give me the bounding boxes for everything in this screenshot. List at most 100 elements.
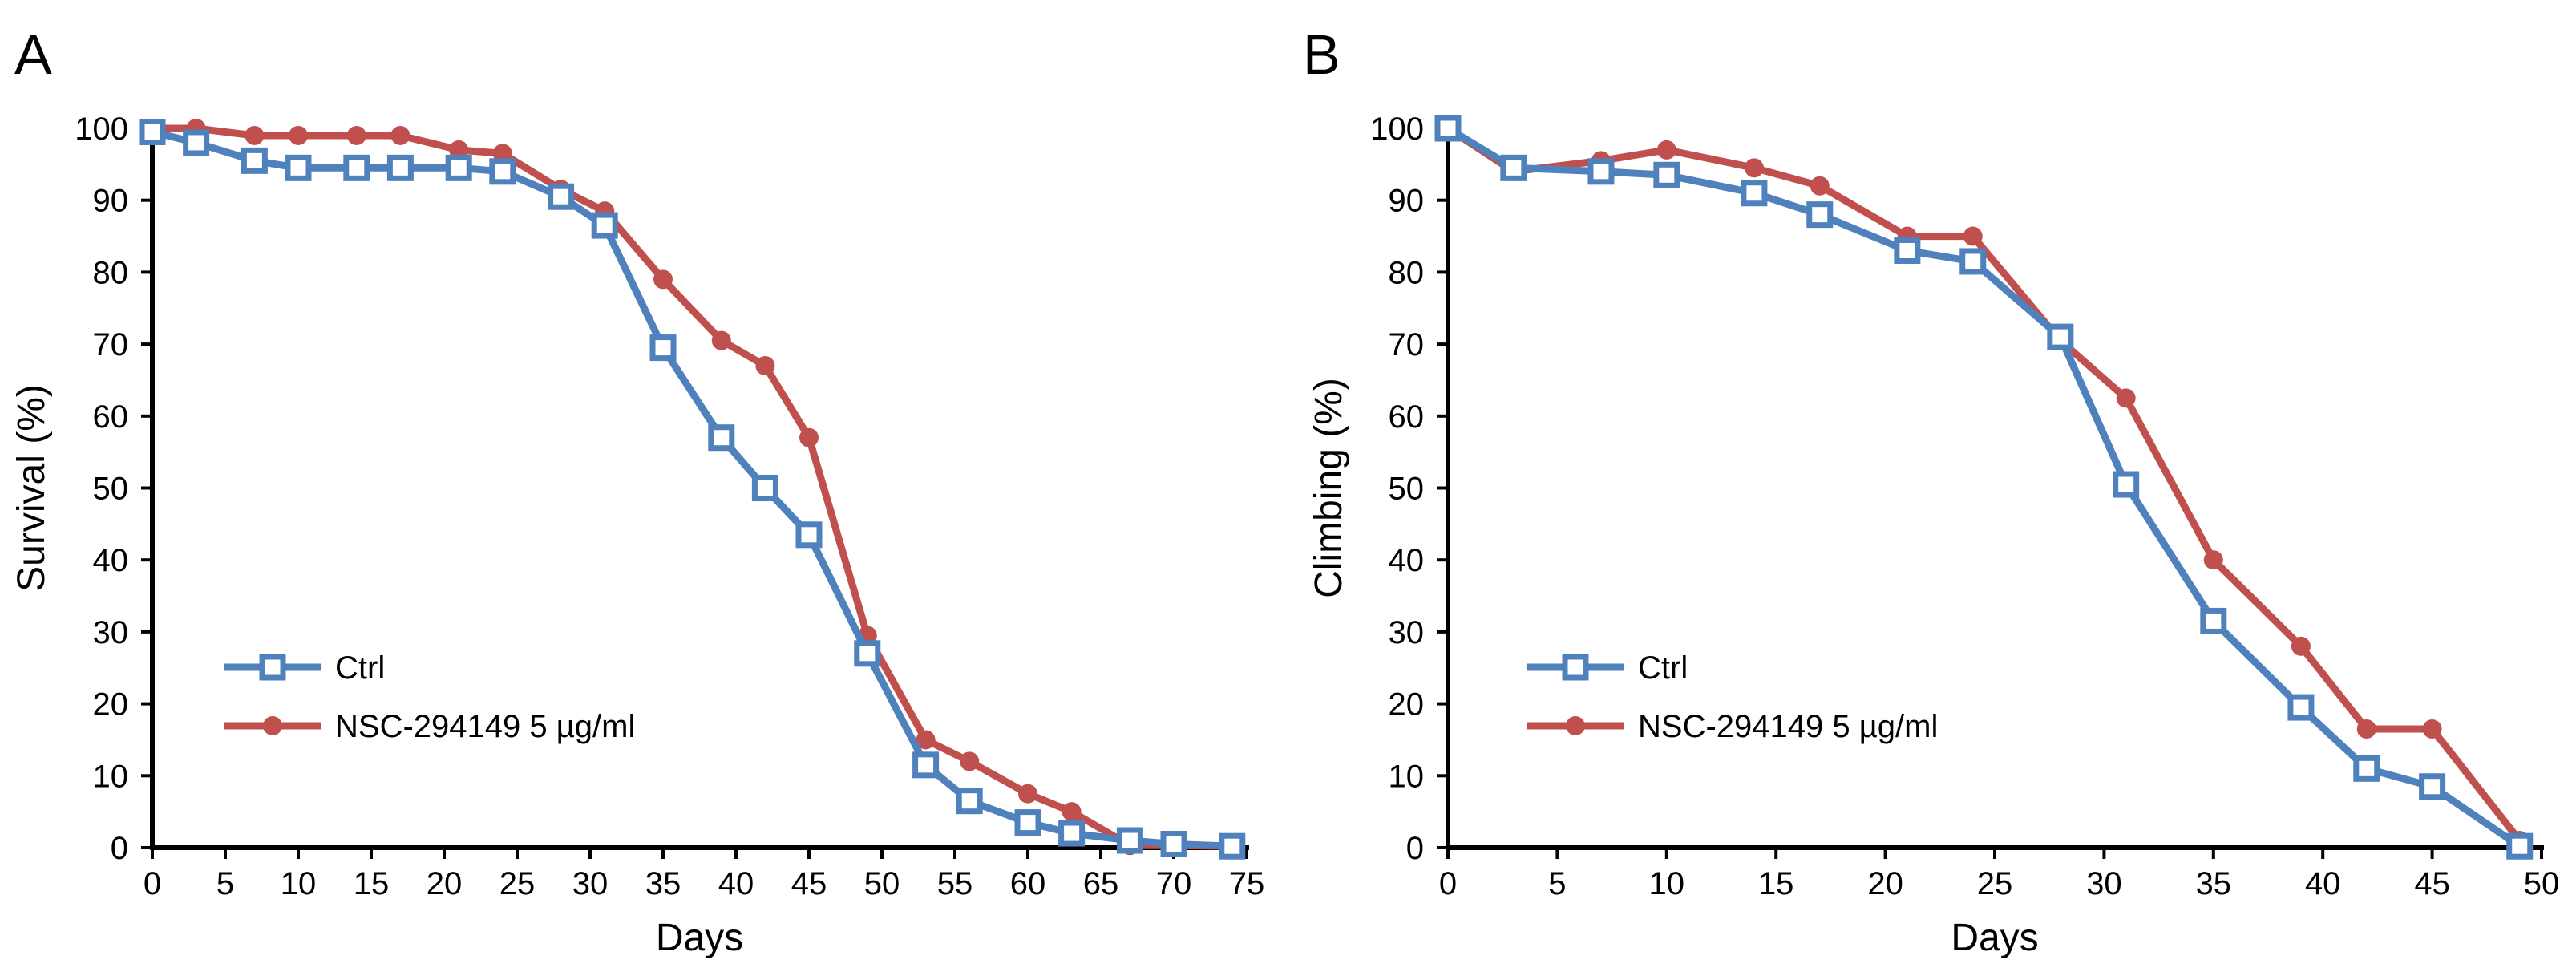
panel-b-nsc-point — [2356, 719, 2376, 739]
panel-b-ctrl-point — [2287, 694, 2315, 721]
panel-b-ctrl-point — [2113, 471, 2140, 498]
panel-b-x-tick-label: 45 — [2414, 866, 2450, 901]
panel-a-x-tick-label: 25 — [499, 866, 536, 901]
panel-b-x-tick-label: 5 — [1548, 866, 1566, 901]
panel-b-y-tick-label: 100 — [1370, 111, 1424, 147]
panel-a-nsc-point — [390, 125, 410, 145]
panel-a-x-tick-label: 70 — [1156, 866, 1192, 901]
panel-a-nsc-point — [346, 125, 366, 145]
panel-letter-a: A — [14, 23, 52, 86]
panel-a-series-line-ctrl — [151, 128, 1232, 850]
panel-b-x-tick-label: 10 — [1649, 866, 1685, 901]
panel-b-ctrl-point — [1741, 180, 1768, 207]
panel-a-x-axis-title: Days — [656, 917, 743, 959]
panel-b-x-tick-label: 0 — [1439, 866, 1457, 901]
panel-a-y-tick-label: 60 — [93, 399, 129, 435]
panel-a-y-tick-label: 30 — [93, 615, 129, 650]
panel-b-y-tick-label: 70 — [1389, 327, 1425, 362]
panel-a-legend-marker-nsc — [263, 716, 282, 735]
panel-a-ctrl-point — [386, 154, 414, 181]
panel-a-nsc-point — [755, 356, 775, 376]
panel-a-legend-label-nsc: NSC-294149 5 µg/ml — [335, 709, 635, 744]
panel-a-y-tick-label: 80 — [93, 255, 129, 290]
panel-a-ctrl-point — [751, 475, 778, 501]
panel-a-ctrl-point — [139, 118, 166, 145]
panel-b-x-tick-label: 20 — [1867, 866, 1903, 901]
panel-a-x-tick-label: 5 — [216, 866, 234, 901]
panel-b-nsc-point — [2116, 388, 2136, 408]
panel-a-x-tick-label: 60 — [1010, 866, 1046, 901]
panel-b-legend-marker-nsc — [1566, 716, 1585, 735]
panel-a-nsc-point — [916, 730, 936, 750]
panel-a-ctrl-point — [591, 212, 618, 239]
panel-b-x-tick-label: 40 — [2305, 866, 2341, 901]
panel-a-x-tick-label: 55 — [937, 866, 973, 901]
panel-b-legend-marker-ctrl — [1562, 654, 1589, 681]
climbing-chart: 0 10 20 30 40 50 60 70 80 90 100 0 5 10 15 20 25 30 35 40 45… — [1308, 111, 2559, 959]
panel-a-nsc-point — [245, 125, 265, 145]
panel-b-nsc-point — [1810, 176, 1830, 196]
panel-a-nsc-point — [289, 125, 308, 145]
panel-a-ctrl-point — [912, 751, 940, 779]
panel-a-ctrl-point — [241, 147, 268, 174]
panel-b-x-axis-title: Days — [1951, 917, 2038, 959]
panel-b-ctrl-point — [1434, 115, 1462, 142]
panel-a-ctrl-point — [183, 129, 210, 156]
panel-a-x-tick-label: 20 — [427, 866, 463, 901]
panel-b-ctrl-point — [1653, 161, 1680, 188]
panel-b-legend-label-ctrl: Ctrl — [1638, 650, 1688, 686]
panel-a-ctrl-point — [445, 154, 472, 181]
panel-a-series-line-nsc — [152, 124, 1232, 850]
panel-b-y-tick-label: 10 — [1389, 759, 1425, 794]
panel-b-ctrl-point — [2200, 607, 2227, 634]
panel-b-y-tick-label: 60 — [1389, 399, 1425, 435]
panel-a-ctrl-point — [956, 788, 983, 815]
panel-b-nsc-point — [2203, 550, 2223, 570]
panel-a-ctrl-point — [1116, 827, 1143, 854]
panel-a-ctrl-point — [708, 424, 735, 452]
panel-b-ctrl-point — [2353, 755, 2380, 782]
panel-b-nsc-point — [2422, 719, 2442, 739]
panel-b-x-tick-label: 15 — [1758, 866, 1794, 901]
panel-b-nsc-point — [1656, 140, 1676, 160]
panel-b-ctrl-point — [1500, 154, 1527, 181]
panel-a-x-tick-label: 65 — [1083, 866, 1119, 901]
panel-a-y-tick-label: 50 — [93, 472, 129, 507]
panel-a-ctrl-point — [1014, 809, 1041, 836]
panel-a-y-tick-label: 0 — [111, 831, 128, 866]
panel-a-nsc-point — [960, 751, 980, 771]
panel-b-y-axis-title: Climbing (%) — [1308, 378, 1350, 598]
panel-a-nsc-point — [653, 269, 673, 290]
panel-b-y-tick-label: 80 — [1389, 255, 1425, 290]
panel-a-x-tick-label: 35 — [645, 866, 681, 901]
panel-b-series-line-ctrl — [1446, 125, 2522, 849]
panel-b-ctrl-point — [1894, 237, 1921, 264]
panel-a-ctrl-point — [343, 154, 370, 181]
panel-b-legend-label-nsc: NSC-294149 5 µg/ml — [1638, 709, 1938, 744]
panel-a-ctrl-point — [489, 158, 516, 185]
panel-a-nsc-point — [799, 427, 819, 447]
panel-a-ctrl-point — [795, 521, 823, 549]
panel-b-y-tick-label: 90 — [1389, 184, 1425, 219]
panel-b-y-tick-label: 40 — [1389, 543, 1425, 578]
panel-a-x-tick-label: 50 — [864, 866, 900, 901]
panel-a-ctrl-point — [1058, 820, 1086, 847]
panel-b-ctrl-point — [2506, 832, 2534, 860]
panel-a-ctrl-point — [1219, 832, 1246, 860]
panel-a-nsc-point — [1062, 802, 1082, 822]
panel-b-ctrl-point — [1959, 248, 1987, 275]
panel-a-ctrl-point — [649, 334, 677, 362]
panel-a-y-tick-label: 20 — [93, 687, 129, 723]
panel-a-ctrl-point — [854, 640, 881, 667]
panel-b-y-tick-label: 20 — [1389, 687, 1425, 723]
panel-a-nsc-point — [711, 330, 731, 350]
panel-a-ctrl-point — [548, 183, 575, 210]
panel-a-x-tick-label: 40 — [718, 866, 754, 901]
panel-a-x-tick-label: 30 — [572, 866, 609, 901]
panel-a-y-axis-title: Survival (%) — [10, 384, 53, 592]
panel-a-ctrl-point — [285, 154, 312, 181]
panel-a-x-tick-label: 15 — [354, 866, 390, 901]
panel-letter-b: B — [1303, 23, 1341, 86]
panel-a-y-tick-label: 10 — [93, 759, 129, 794]
panel-a-y-tick-label: 90 — [93, 184, 129, 219]
